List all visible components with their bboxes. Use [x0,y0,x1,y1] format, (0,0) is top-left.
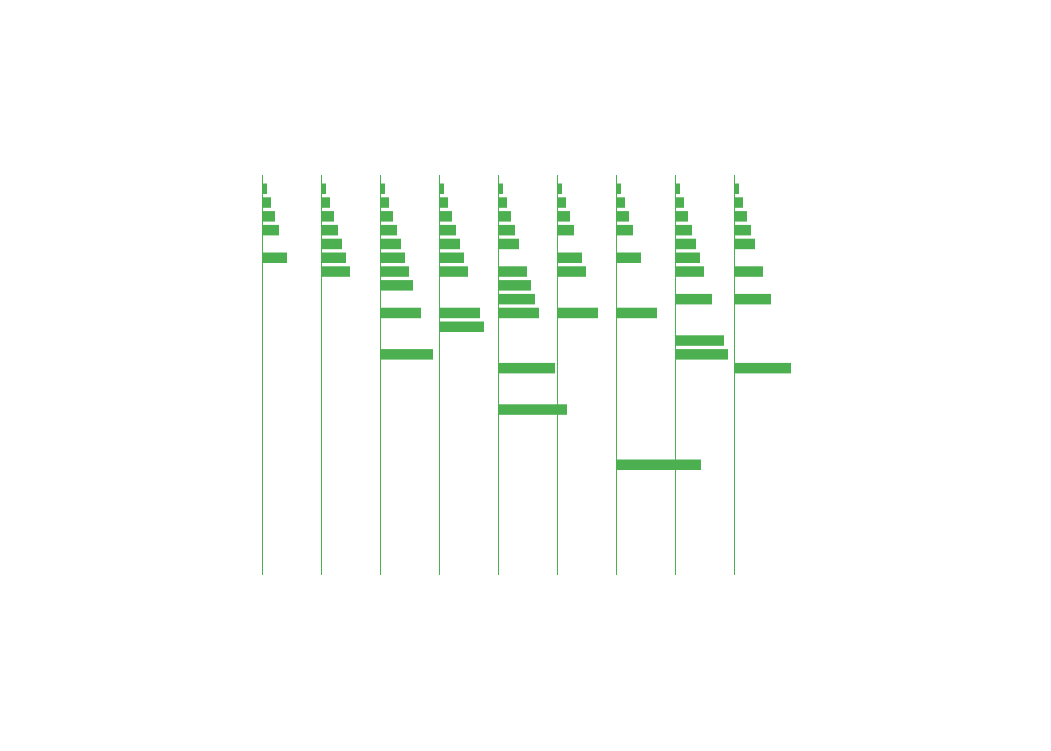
panel-2-bar-7 [322,266,350,277]
panel-7-bar-7 [617,459,701,470]
panel-3-bar-5 [381,238,401,250]
panel-9 [734,175,791,575]
panel-7-bar-5 [617,252,641,263]
panel-1-bar-5 [263,252,287,263]
panel-5-bar-10 [499,362,555,374]
panel-3-bar-7 [381,266,409,277]
panel-4-bar-3 [440,211,452,222]
panel-1-bar-2 [263,197,271,208]
panel-4-bar-6 [440,252,464,263]
panel-7-bar-6 [617,307,657,319]
panel-7-bar-2 [617,197,625,208]
panel-3-bar-6 [381,252,405,263]
panel-2-bar-5 [322,238,342,250]
panel-8-bar-4 [676,224,692,236]
panel-9-bar-5 [735,238,755,250]
panel-1-bar-1 [263,183,267,194]
panel-8-bar-9 [676,335,724,346]
panel-3-bar-3 [381,211,393,222]
panel-8-bar-5 [676,238,696,250]
panel-2-bar-1 [322,183,326,194]
panel-5-bar-4 [499,224,515,236]
panel-5-bar-11 [499,404,567,415]
panel-4-bar-2 [440,197,448,208]
panel-8-bar-8 [676,293,712,305]
panel-9-bar-4 [735,224,751,236]
panel-6-bar-2 [558,197,566,208]
panel-5-bar-2 [499,197,507,208]
panel-2-bar-6 [322,252,346,263]
panel-6-bar-6 [558,266,586,277]
panel-9-bar-7 [735,293,771,305]
panel-8 [675,175,728,575]
panel-3-bar-10 [381,349,433,360]
panel-2 [321,175,350,575]
panel-5-bar-6 [499,266,527,277]
panel-8-bar-3 [676,211,688,222]
panel-3-bar-9 [381,307,421,319]
panel-8-bar-7 [676,266,704,277]
panel-4-bar-5 [440,238,460,250]
panel-2-bar-4 [322,224,338,236]
panel-8-bar-6 [676,252,700,263]
panel-1-bar-3 [263,211,275,222]
panel-7-bar-4 [617,224,633,236]
panel-7-bar-1 [617,183,621,194]
panel-5-bar-7 [499,280,531,291]
panel-2-bar-3 [322,211,334,222]
panel-3-bar-8 [381,280,413,291]
panel-9-bar-3 [735,211,747,222]
panel-9-bar-6 [735,266,763,277]
panel-5-bar-5 [499,238,519,250]
panel-1 [262,175,287,575]
panel-1-bar-4 [263,224,279,236]
panel-7-bar-3 [617,211,629,222]
panel-4-bar-8 [440,307,480,319]
panel-5-bar-3 [499,211,511,222]
panel-9-bar-8 [735,362,791,374]
panel-6-bar-3 [558,211,570,222]
panel-7 [616,175,701,575]
panel-3-bar-2 [381,197,389,208]
panel-5-bar-1 [499,183,503,194]
panel-6-bar-1 [558,183,562,194]
panel-6-bar-7 [558,307,598,319]
panel-4-bar-7 [440,266,468,277]
panel-2-bar-2 [322,197,330,208]
panel-8-bar-1 [676,183,680,194]
panel-9-bar-2 [735,197,743,208]
panel-6-bar-5 [558,252,582,263]
panel-5 [498,175,567,575]
panel-3-bar-4 [381,224,397,236]
panel-9-bar-1 [735,183,739,194]
panel-4-bar-9 [440,321,484,332]
panel-3-bar-1 [381,183,385,194]
panel-4-bar-1 [440,183,444,194]
panel-6 [557,175,598,575]
panel-5-bar-8 [499,293,535,305]
panel-4-bar-4 [440,224,456,236]
panel-4 [439,175,484,575]
panel-3 [380,175,433,575]
panel-5-bar-9 [499,307,539,319]
panel-8-bar-2 [676,197,684,208]
panel-6-bar-4 [558,224,574,236]
panel-8-bar-10 [676,349,728,360]
